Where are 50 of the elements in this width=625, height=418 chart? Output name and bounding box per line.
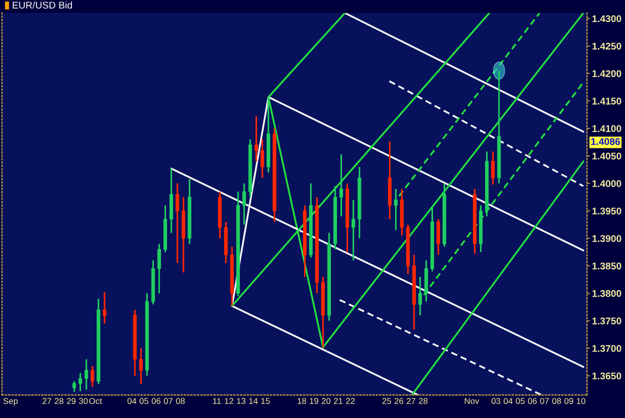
y-tick-label: 1.4250: [592, 42, 622, 50]
x-tick-label: 03: [492, 398, 500, 404]
x-tick-label: 07: [164, 398, 173, 404]
x-tick-label: Oct: [89, 398, 102, 404]
x-tick-label: 26: [394, 398, 404, 404]
y-tick-label: 1.4300: [592, 15, 622, 22]
x-tick-label: 05: [516, 398, 525, 404]
y-tick-label: 1.4150: [592, 98, 622, 105]
x-tick-label: Nov: [464, 398, 480, 404]
x-tick-label: 21: [334, 398, 342, 404]
x-tick-label: 05: [140, 398, 148, 404]
x-tick-label: 06: [528, 398, 537, 404]
x-tick-label: 07: [540, 398, 549, 404]
y-tick-label: 1.3650: [592, 372, 622, 380]
x-tick-label: 22: [346, 398, 355, 404]
y-tick-label: 1.4050: [592, 152, 622, 160]
chart-title: EUR/USD Bid: [12, 1, 72, 9]
x-tick-label: 19: [310, 398, 318, 404]
x-tick-label: 10: [576, 398, 586, 404]
x-tick-label: 14: [249, 398, 258, 404]
y-tick-label: 1.4200: [592, 70, 622, 78]
x-tick-label: 08: [176, 398, 185, 404]
y-tick-label: 1.3900: [592, 235, 622, 242]
x-tick-label: 15: [261, 398, 270, 404]
x-tick-label: 28: [418, 398, 428, 404]
x-tick-label: 08: [552, 398, 561, 404]
x-tick-label: 13: [237, 398, 246, 404]
y-tick-label: 1.3700: [592, 345, 622, 352]
y-tick-label: 1.3850: [592, 262, 622, 270]
y-tick-label: 1.3800: [592, 290, 622, 297]
x-tick-label: 18: [298, 398, 306, 404]
x-tick-label: 11: [213, 398, 221, 404]
y-tick-label: 1.4100: [592, 125, 622, 132]
x-tick-label: 20: [322, 398, 330, 404]
x-tick-label: Sep: [3, 398, 18, 406]
x-tick-label: 25: [382, 398, 392, 404]
x-tick-label: 27: [406, 398, 416, 404]
text: 1.4086: [591, 138, 620, 145]
y-tick-label: 1.3750: [592, 318, 622, 324]
x-tick-label: 27: [42, 398, 52, 404]
x-tick-label: 28: [54, 398, 64, 404]
x-tick-label: 30: [78, 398, 88, 404]
y-tick-label: 1.4000: [592, 180, 622, 188]
x-tick-label: 09: [564, 398, 574, 404]
x-tick-label: 06: [152, 398, 160, 404]
x-tick-label: 04: [504, 398, 513, 404]
x-tick-label: 29: [66, 398, 76, 404]
y-tick-label: 1.3950: [592, 208, 622, 215]
x-tick-label: 12: [224, 398, 234, 404]
x-tick-label: 04: [127, 398, 136, 404]
